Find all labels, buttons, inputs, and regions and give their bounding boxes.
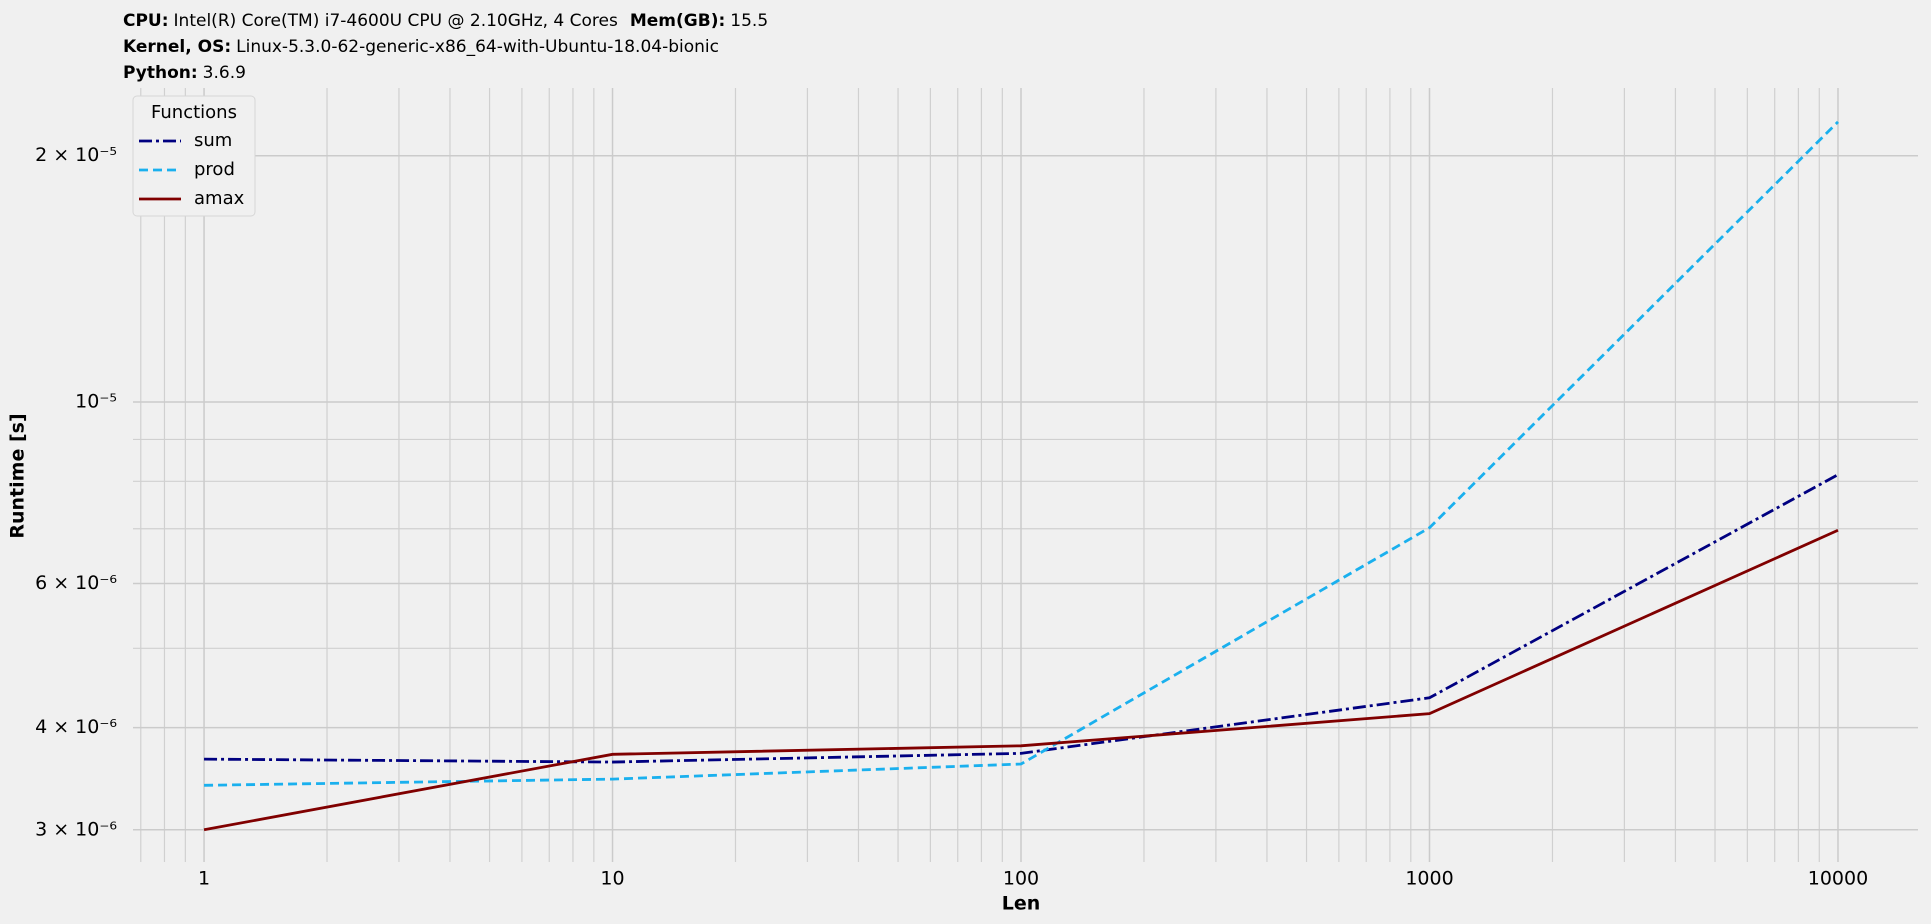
plot xyxy=(203,120,1839,832)
info-label: Kernel, OS: xyxy=(123,37,231,57)
y-tick-label: 10⁻⁵ xyxy=(75,391,117,413)
info-value: 15.5 xyxy=(730,11,768,31)
x-tick-label: 1 xyxy=(198,868,210,890)
x-tick-label: 10000 xyxy=(1808,868,1868,890)
system-info-line: Kernel, OS: Linux-5.3.0-62-generic-x86_64… xyxy=(123,37,719,57)
legend-label: amax xyxy=(194,188,245,209)
legend-label: sum xyxy=(194,130,232,151)
series-line xyxy=(204,120,1839,787)
info-label: CPU: xyxy=(123,11,169,31)
y-axis-label: Runtime [s] xyxy=(7,413,29,538)
x-tick-label: 1000 xyxy=(1405,868,1453,890)
x-tick-label: 100 xyxy=(1003,868,1039,890)
info-value: Linux-5.3.0-62-generic-x86_64-with-Ubunt… xyxy=(236,37,719,57)
series-line xyxy=(203,528,1839,832)
info-label: Mem(GB): xyxy=(630,11,725,31)
legend-label: prod xyxy=(194,159,235,180)
grid xyxy=(133,88,1918,862)
x-tick-label: 10 xyxy=(600,868,624,890)
system-info-line: CPU: Intel(R) Core(TM) i7-4600U CPU @ 2.1… xyxy=(123,11,768,31)
y-tick-label: 2 × 10⁻⁵ xyxy=(35,144,117,166)
info-value: 3.6.9 xyxy=(203,63,246,83)
legend-title: Functions xyxy=(151,102,237,123)
info-label: Python: xyxy=(123,63,198,83)
system-info-line: Python: 3.6.9 xyxy=(123,63,246,83)
info-value: Intel(R) Core(TM) i7-4600U CPU @ 2.10GHz… xyxy=(174,11,618,31)
series-line xyxy=(204,473,1839,764)
y-tick-label: 3 × 10⁻⁶ xyxy=(35,818,117,840)
y-tick-label: 6 × 10⁻⁶ xyxy=(35,572,117,594)
legend-box xyxy=(132,95,256,217)
y-tick-label: 4 × 10⁻⁶ xyxy=(35,716,117,738)
x-axis-label: Len xyxy=(1002,893,1041,915)
